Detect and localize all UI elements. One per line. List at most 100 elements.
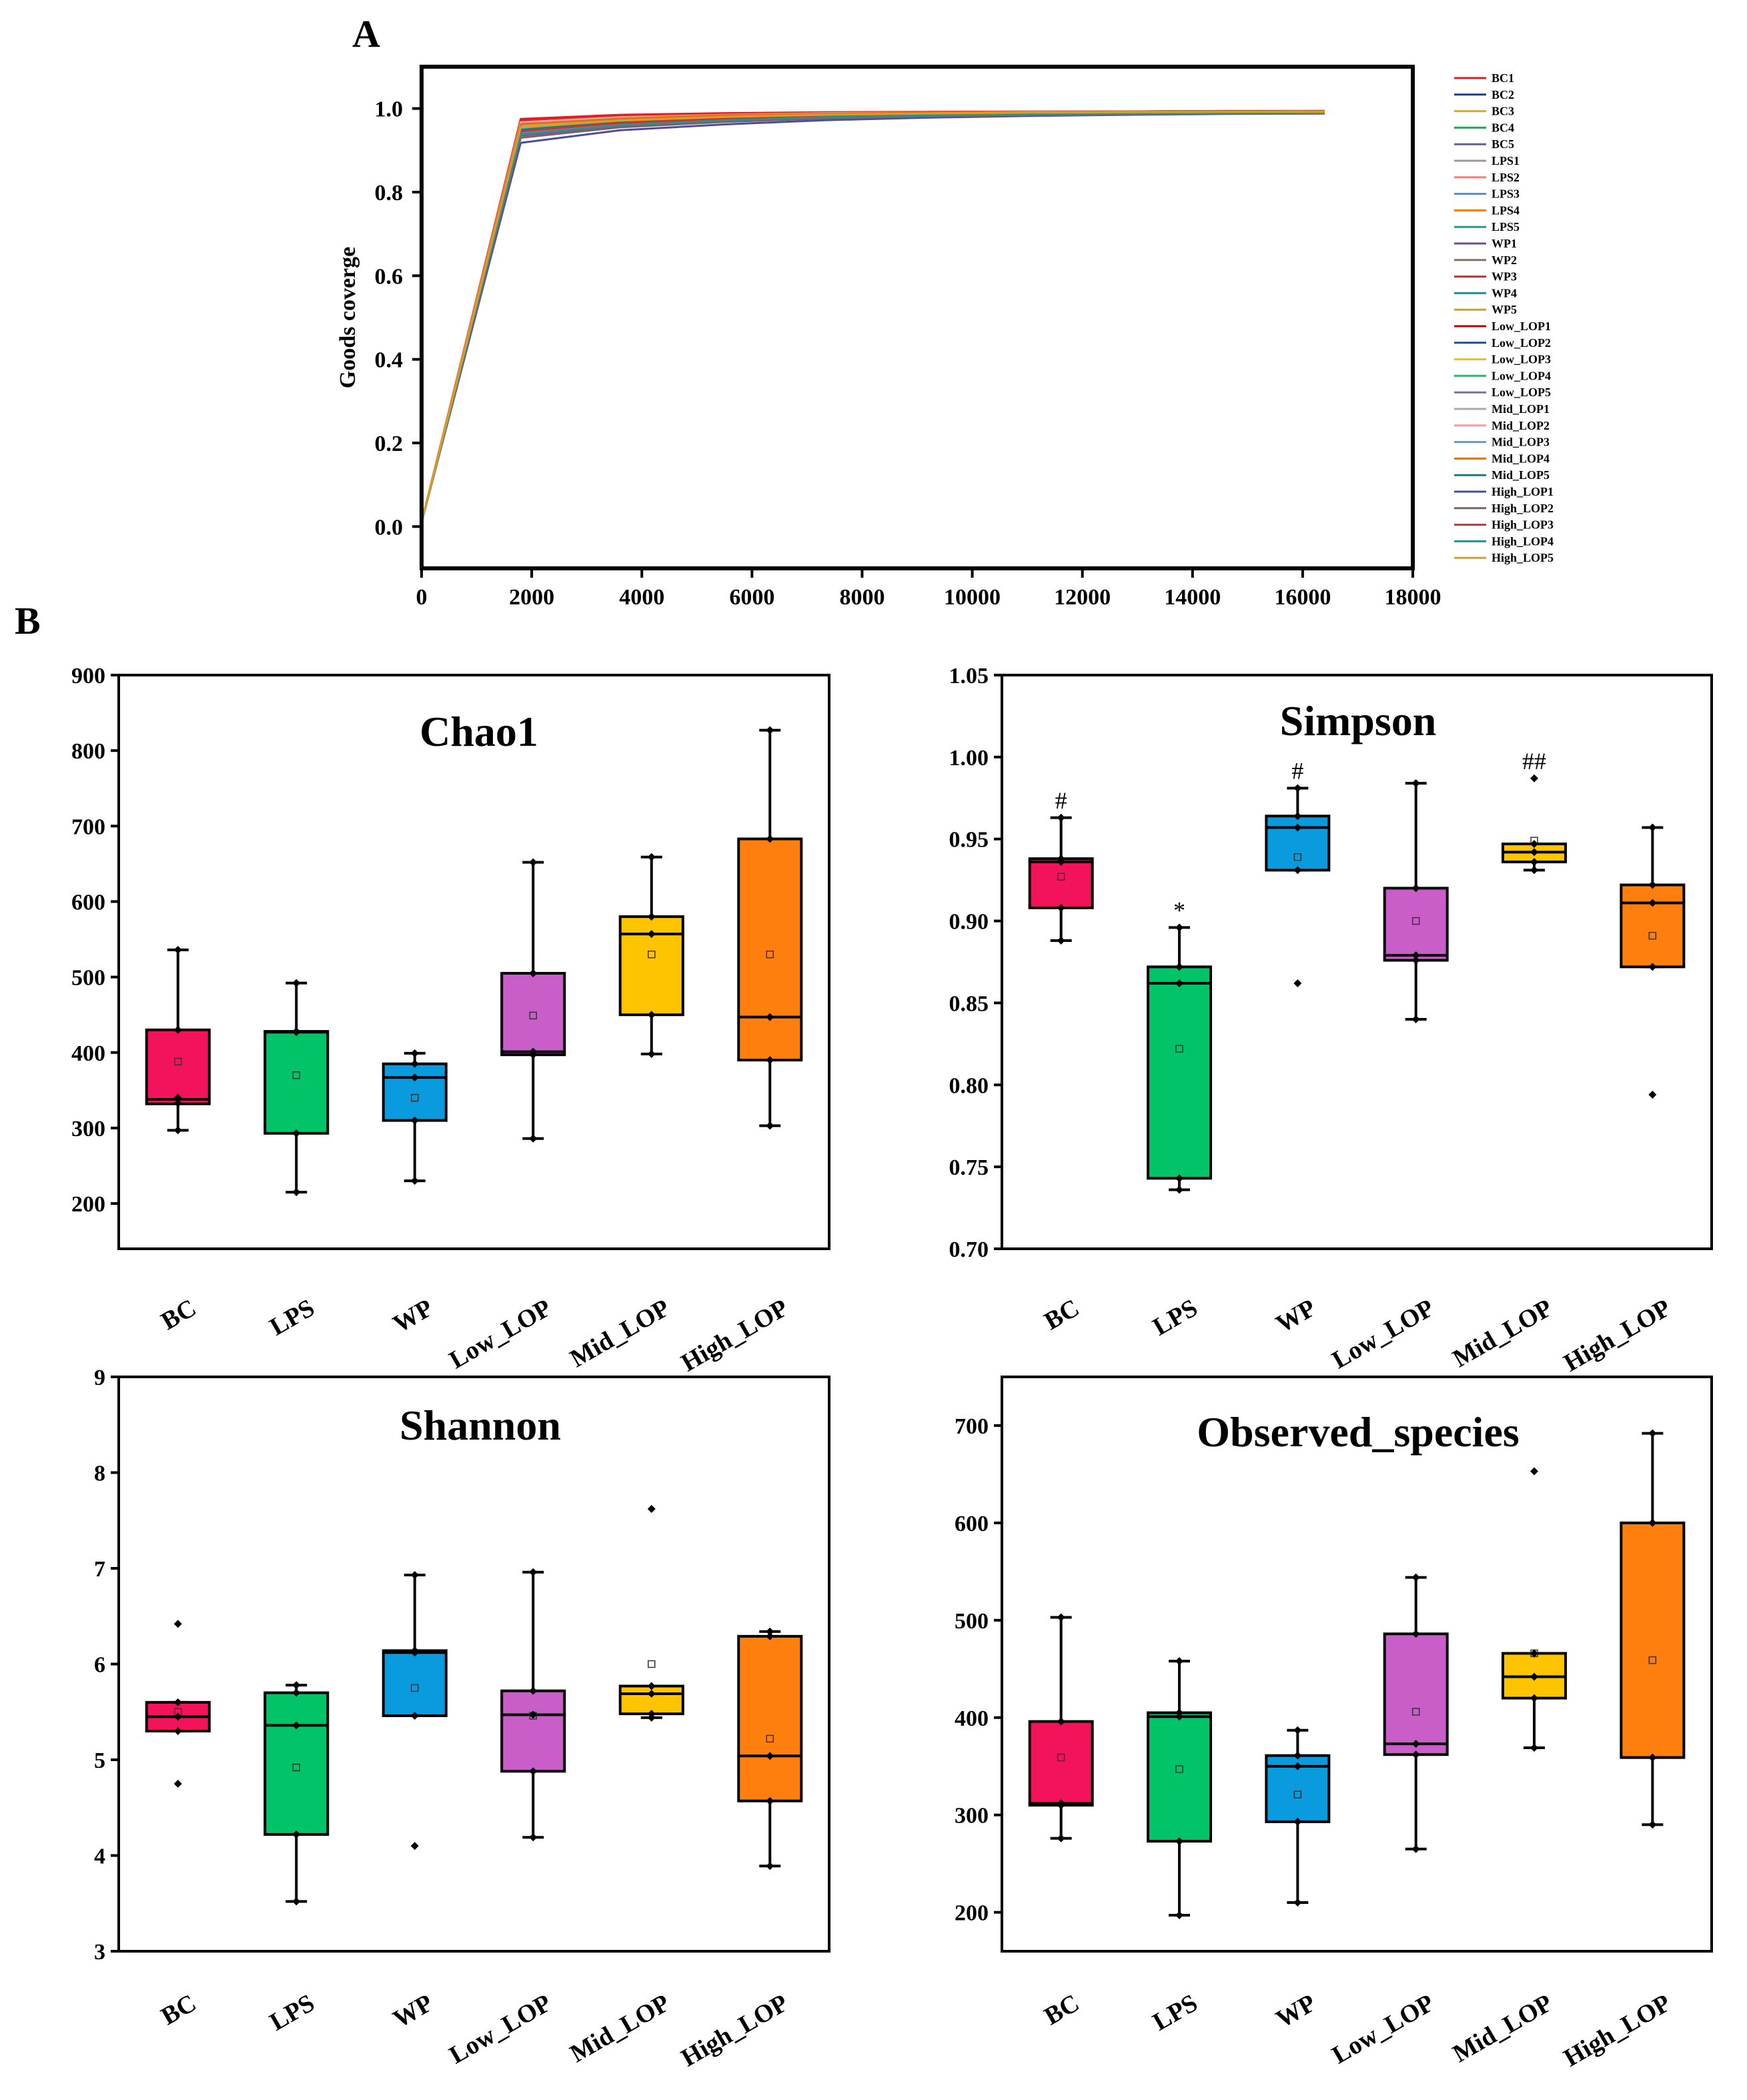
legend-label: LPS3: [1492, 187, 1520, 201]
data-point: [1411, 1630, 1420, 1638]
x-tick-label: 12000: [1054, 585, 1111, 610]
series-line-low-lop1: [420, 110, 1325, 523]
box-bc: [1028, 1720, 1094, 1807]
box-low-lop: [500, 1689, 566, 1773]
data-point: [1175, 1712, 1183, 1721]
category-label: Low_LOP: [444, 1989, 556, 2069]
y-tick-label: 0.2: [375, 432, 404, 456]
y-tick-label: 3: [94, 1940, 105, 1965]
box-bc: [1028, 857, 1094, 909]
data-point: [766, 1862, 774, 1871]
y-tick-label: 700: [71, 815, 105, 839]
y-tick-label: 500: [71, 966, 105, 991]
category-label: WP: [1271, 1989, 1321, 2033]
box-wp: [382, 1062, 448, 1122]
legend-label: BC1: [1492, 71, 1514, 85]
data-point: [410, 1049, 419, 1057]
data-point: [647, 913, 656, 921]
y-tick-label: 300: [955, 1804, 989, 1828]
y-tick-label: 0.6: [375, 264, 404, 289]
data-point: [1175, 979, 1183, 987]
data-point: [292, 1028, 301, 1037]
legend-label: Mid_LOP2: [1492, 419, 1550, 432]
observed-species-boxplot: Observed_species 200 300 400 500 600 700 BC LPS W…: [955, 1376, 1713, 2072]
data-point: [1411, 884, 1420, 893]
series-line-mid-lop3: [420, 111, 1325, 523]
category-label: Mid_LOP: [566, 1989, 675, 2068]
legend-label: Low_LOP3: [1492, 353, 1551, 366]
data-point: [292, 1681, 301, 1690]
legend-label: Low_LOP2: [1492, 336, 1551, 350]
significance-marker: ##: [1522, 748, 1546, 774]
x-tick-label: 8000: [839, 585, 885, 610]
series-line-mid-lop5: [420, 111, 1325, 523]
data-point: [410, 1177, 419, 1185]
data-point: [766, 1056, 774, 1065]
series-line-lps5: [420, 111, 1325, 523]
data-point: [647, 1011, 656, 1019]
legend-label: BC2: [1492, 88, 1514, 101]
series-line-high-lop4: [420, 111, 1325, 523]
mean-marker: [1293, 1790, 1302, 1798]
data-point: [1175, 963, 1183, 971]
data-point: [529, 1568, 538, 1576]
data-point: [1530, 1649, 1538, 1658]
y-tick-label: 0.4: [375, 348, 404, 373]
data-point: [766, 1752, 774, 1760]
plot-frame: [420, 65, 1415, 570]
data-point: [1175, 1837, 1183, 1846]
x-tick-label: 16000: [1274, 585, 1331, 610]
mean-marker: [648, 1660, 656, 1668]
data-point: [647, 1050, 656, 1059]
data-point: [1530, 858, 1538, 867]
legend-label: BC5: [1492, 137, 1514, 151]
data-point: [529, 1767, 538, 1776]
data-point: [1411, 956, 1420, 965]
goods-coverage-legend: BC1 BC2 BC3 BC4 BC5 LPS1 LPS2 LPS3 LPS4 LPS5 WP1 WP…: [1454, 71, 1554, 564]
mean-marker: [1175, 1045, 1183, 1053]
series-line-low-lop3: [420, 110, 1325, 523]
y-tick-label: 7: [94, 1557, 105, 1582]
series-line-high-lop5: [420, 111, 1325, 523]
y-tick-label: 8: [94, 1462, 105, 1486]
series-line-bc1: [420, 109, 1325, 523]
mean-marker: [766, 1734, 774, 1743]
plot-frame: [1001, 1376, 1713, 1953]
data-point: [529, 858, 538, 867]
significance-marker: *: [1173, 897, 1185, 923]
legend-label: BC3: [1492, 105, 1514, 118]
data-point: [292, 1188, 301, 1197]
series-line-bc2: [420, 111, 1325, 523]
x-tick-label: 2000: [509, 585, 554, 610]
box-lps: [1147, 1711, 1212, 1843]
legend-label: High_LOP4: [1492, 534, 1554, 548]
data-point: [766, 835, 774, 843]
data-point: [647, 853, 656, 861]
legend-label: Low_LOP4: [1492, 369, 1551, 382]
chao1-boxplot: Chao1 200 300 400 500 600 700 800 900 BC LPS WP Low_…: [71, 664, 830, 1377]
data-point: [1530, 1694, 1538, 1702]
y-tick-label: 0.95: [949, 828, 989, 853]
series-line-mid-lop1: [420, 111, 1325, 523]
data-point: [766, 726, 774, 734]
legend-label: Mid_LOP1: [1492, 402, 1550, 416]
series-line-high-lop2: [420, 112, 1325, 523]
y-tick-label: 600: [955, 1512, 989, 1536]
data-point: [1057, 1801, 1065, 1810]
y-tick-label: 500: [955, 1609, 989, 1634]
data-point: [1648, 963, 1657, 971]
data-point: [1293, 784, 1302, 793]
data-point: [647, 930, 656, 939]
legend-label: LPS2: [1492, 171, 1520, 184]
mean-marker: [1175, 1765, 1183, 1773]
data-point: [647, 1689, 656, 1698]
mean-marker: [292, 1071, 300, 1079]
category-label: LPS: [1148, 1293, 1202, 1341]
box-bc: [145, 1028, 211, 1105]
legend-label: Low_LOP5: [1492, 386, 1551, 399]
data-point: [1530, 840, 1538, 849]
series-line-lps2: [420, 109, 1325, 523]
category-label: Mid_LOP: [1448, 1989, 1558, 2068]
y-axis-label: Goods coverge: [336, 247, 360, 388]
